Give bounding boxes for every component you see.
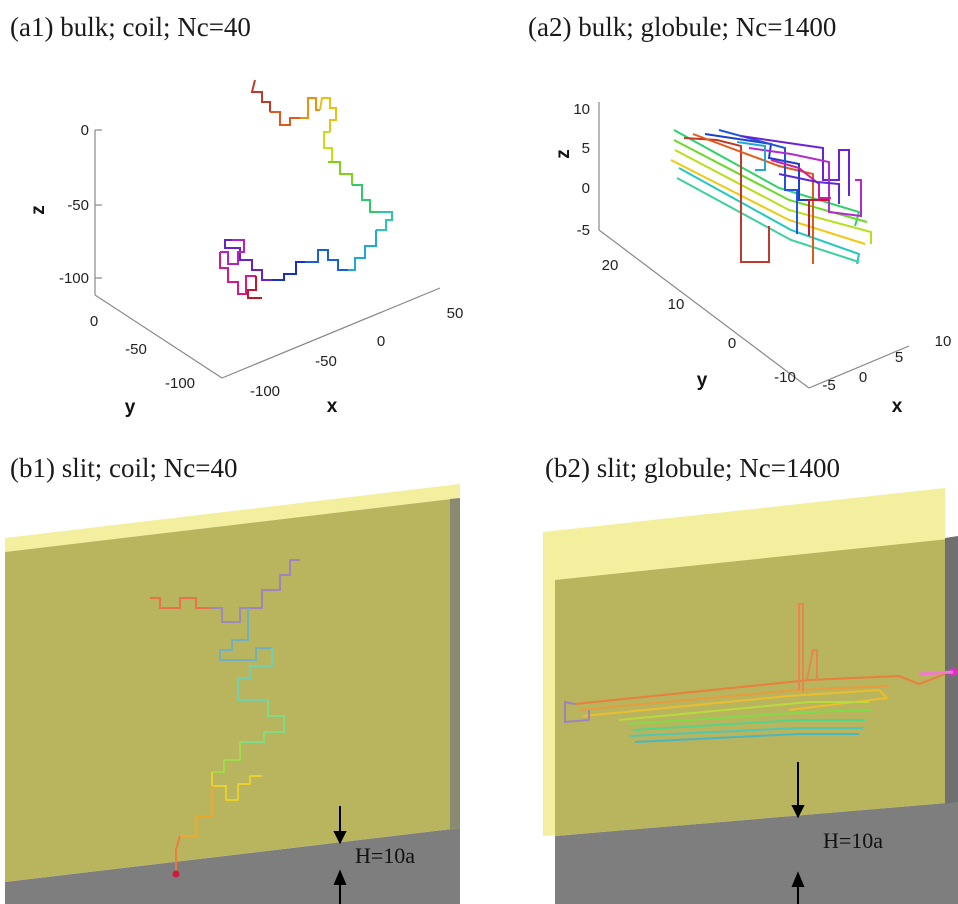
a1-x-ticks: -100 -50 0 50 — [250, 305, 463, 400]
a2-y-ticks: 20 10 0 -10 — [602, 257, 796, 386]
a1-x-label: x — [327, 396, 338, 417]
b2-gap-arrows — [791, 762, 805, 904]
a2-y-label: y — [697, 370, 708, 391]
a2-y-tick-2: 0 — [728, 335, 736, 352]
a2-z-tick-0: 10 — [573, 101, 590, 118]
a2-polymer-globule — [670, 129, 872, 265]
b2-gap-label: H=10a — [823, 828, 883, 853]
b2-chain-tail — [918, 670, 954, 676]
a1-x-tick-0: -100 — [250, 383, 280, 400]
a2-x-tick-2: 5 — [895, 349, 903, 366]
a2-x-label: x — [892, 396, 903, 417]
a1-x-axis-line — [221, 287, 441, 379]
panel-b1-title: (b1) slit; coil; Nc=40 — [10, 453, 238, 483]
a1-y-tick-1: -50 — [125, 341, 147, 358]
a2-z-ticks: 10 5 0 -5 — [573, 101, 590, 239]
b1-top-plate — [5, 484, 460, 552]
panel-a1-plot: 0 -50 -100 0 -50 -100 -100 -50 0 50 z y … — [28, 79, 463, 418]
a2-z-tick-1: 5 — [582, 140, 590, 157]
a2-z-tick-2: 0 — [582, 180, 590, 197]
a1-x-tick-1: -50 — [315, 353, 337, 370]
a1-y-label: y — [125, 397, 136, 418]
a2-x-axis-line — [808, 345, 910, 389]
a1-polymer-chain — [219, 79, 393, 299]
panel-a2-plot: 10 5 0 -5 20 10 0 -10 -5 0 5 10 z y x — [553, 101, 951, 417]
a1-z-tick-1: -50 — [67, 197, 89, 214]
panel-a2-title: (a2) bulk; globule; Nc=1400 — [528, 12, 837, 42]
a1-y-tick-2: -100 — [165, 375, 195, 392]
a2-z-tick-3: -5 — [577, 222, 590, 239]
a2-y-tick-1: 10 — [668, 296, 685, 313]
b1-gap-arrows — [333, 806, 347, 904]
a1-z-tick-2: -100 — [59, 270, 89, 287]
b1-gap-label: H=10a — [355, 843, 415, 868]
b2-polymer-globule — [564, 603, 946, 743]
panel-b1-render: H=10a — [5, 484, 460, 904]
b1-wall-edge — [450, 498, 460, 829]
panel-b2-render: H=10a — [543, 488, 958, 904]
a2-z-label: z — [553, 149, 574, 159]
a1-x-tick-3: 50 — [447, 305, 464, 322]
a1-z-ticks: 0 -50 -100 — [59, 122, 102, 287]
a2-x-tick-1: 0 — [859, 369, 867, 386]
a1-axes — [94, 130, 441, 379]
b1-wall — [5, 498, 460, 882]
a1-z-tick-0: 0 — [81, 122, 89, 139]
a2-y-axis-line — [598, 229, 810, 389]
a1-z-label: z — [28, 205, 49, 215]
b1-chain-end-marker — [172, 870, 180, 878]
panel-a1-title: (a1) bulk; coil; Nc=40 — [10, 12, 251, 42]
a1-y-axis-line — [94, 294, 223, 379]
a2-axes — [598, 102, 910, 389]
b2-wall — [555, 538, 958, 836]
b1-polymer-chain — [150, 559, 300, 872]
a2-x-tick-0: -5 — [822, 377, 835, 394]
a1-y-tick-0: 0 — [90, 313, 98, 330]
a2-x-tick-3: 10 — [935, 333, 952, 350]
a2-x-ticks: -5 0 5 10 — [822, 333, 951, 394]
a2-y-tick-0: 20 — [602, 257, 619, 274]
a1-y-ticks: 0 -50 -100 — [90, 313, 195, 392]
panel-b2-title: (b2) slit; globule; Nc=1400 — [545, 453, 840, 483]
a1-x-tick-2: 0 — [377, 333, 385, 350]
a2-y-tick-3: -10 — [774, 369, 796, 386]
